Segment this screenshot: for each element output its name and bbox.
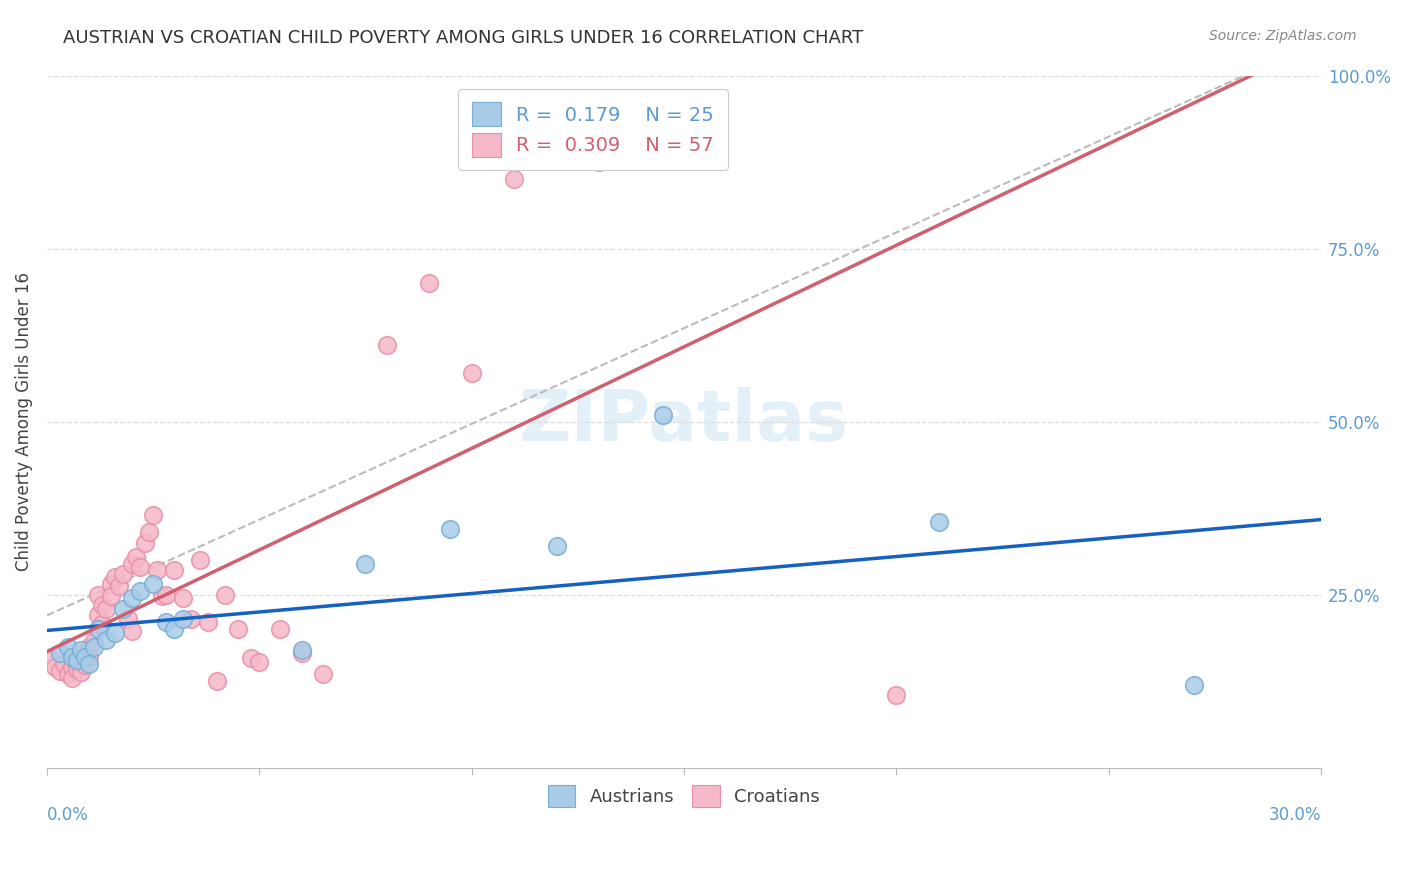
Point bbox=[112, 601, 135, 615]
Point bbox=[87, 608, 110, 623]
Point bbox=[188, 553, 211, 567]
Point bbox=[134, 535, 156, 549]
Point bbox=[588, 155, 610, 169]
Point bbox=[226, 622, 249, 636]
Point bbox=[138, 525, 160, 540]
Point bbox=[48, 647, 70, 661]
Point bbox=[79, 649, 101, 664]
Point bbox=[180, 612, 202, 626]
Point bbox=[70, 653, 93, 667]
Point bbox=[87, 588, 110, 602]
Point bbox=[96, 601, 118, 615]
Point bbox=[56, 667, 79, 681]
Point bbox=[75, 658, 97, 673]
Point bbox=[60, 649, 83, 664]
Point bbox=[96, 632, 118, 647]
Point bbox=[75, 647, 97, 661]
Point bbox=[91, 598, 114, 612]
Point bbox=[100, 577, 122, 591]
Point bbox=[291, 647, 314, 661]
Point bbox=[239, 651, 262, 665]
Point bbox=[56, 640, 79, 654]
Point bbox=[651, 408, 673, 422]
Point bbox=[39, 653, 62, 667]
Point bbox=[65, 653, 87, 667]
Point bbox=[87, 622, 110, 636]
Point bbox=[142, 577, 165, 591]
Point bbox=[60, 671, 83, 685]
Point bbox=[1182, 678, 1205, 692]
Point bbox=[197, 615, 219, 630]
Text: 0.0%: 0.0% bbox=[46, 805, 89, 824]
Point bbox=[112, 566, 135, 581]
Point bbox=[205, 674, 228, 689]
Point bbox=[172, 591, 194, 606]
Point bbox=[83, 640, 105, 654]
Point bbox=[121, 591, 143, 606]
Point bbox=[70, 643, 93, 657]
Point bbox=[695, 124, 717, 138]
Point bbox=[65, 662, 87, 676]
Point bbox=[121, 624, 143, 638]
Point bbox=[91, 616, 114, 631]
Text: 30.0%: 30.0% bbox=[1268, 805, 1322, 824]
Point bbox=[129, 584, 152, 599]
Point bbox=[125, 549, 148, 564]
Point bbox=[247, 656, 270, 670]
Point bbox=[546, 539, 568, 553]
Point bbox=[291, 643, 314, 657]
Text: Source: ZipAtlas.com: Source: ZipAtlas.com bbox=[1209, 29, 1357, 43]
Point bbox=[354, 557, 377, 571]
Point bbox=[375, 338, 398, 352]
Point bbox=[460, 366, 482, 380]
Point bbox=[121, 557, 143, 571]
Point bbox=[60, 660, 83, 674]
Point bbox=[108, 579, 131, 593]
Point bbox=[163, 563, 186, 577]
Point bbox=[150, 589, 173, 603]
Point bbox=[79, 640, 101, 654]
Point bbox=[142, 508, 165, 522]
Point bbox=[79, 657, 101, 671]
Y-axis label: Child Poverty Among Girls Under 16: Child Poverty Among Girls Under 16 bbox=[15, 272, 32, 571]
Point bbox=[83, 634, 105, 648]
Point bbox=[129, 560, 152, 574]
Point bbox=[928, 515, 950, 529]
Point bbox=[886, 688, 908, 702]
Point bbox=[104, 625, 127, 640]
Point bbox=[104, 570, 127, 584]
Point bbox=[503, 172, 526, 186]
Point bbox=[312, 667, 335, 681]
Point bbox=[52, 657, 75, 671]
Text: ZIPatlas: ZIPatlas bbox=[519, 387, 849, 456]
Point bbox=[214, 588, 236, 602]
Point bbox=[44, 660, 66, 674]
Point bbox=[70, 665, 93, 680]
Point bbox=[146, 563, 169, 577]
Point bbox=[117, 612, 139, 626]
Point bbox=[75, 649, 97, 664]
Point bbox=[155, 615, 177, 630]
Text: AUSTRIAN VS CROATIAN CHILD POVERTY AMONG GIRLS UNDER 16 CORRELATION CHART: AUSTRIAN VS CROATIAN CHILD POVERTY AMONG… bbox=[63, 29, 863, 46]
Point bbox=[439, 522, 461, 536]
Point bbox=[155, 588, 177, 602]
Point bbox=[100, 589, 122, 603]
Legend: Austrians, Croatians: Austrians, Croatians bbox=[541, 778, 827, 814]
Point bbox=[418, 276, 440, 290]
Point bbox=[269, 622, 291, 636]
Point bbox=[163, 622, 186, 636]
Point bbox=[172, 612, 194, 626]
Point bbox=[48, 664, 70, 678]
Point bbox=[65, 656, 87, 670]
